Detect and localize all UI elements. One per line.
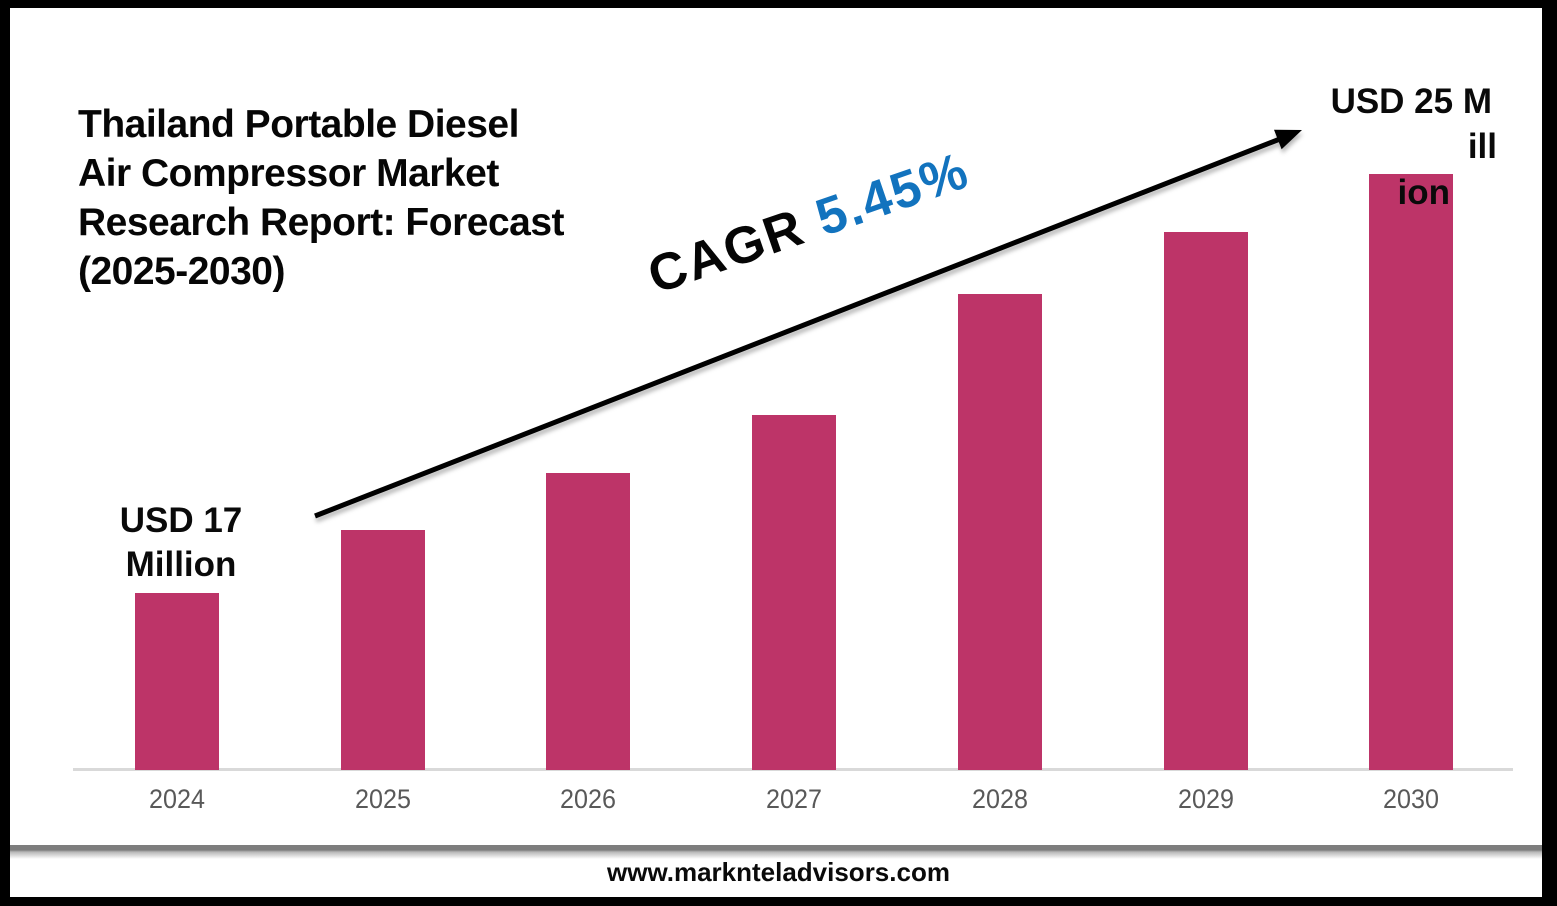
chart-title-line: Thailand Portable Diesel [78,103,519,146]
bar-2030 [1369,174,1453,770]
chart-title: Thailand Portable Diesel Air Compressor … [78,100,678,296]
value-label-2030-line: ill [1467,127,1497,166]
bar-2027 [752,415,836,770]
bar-2026 [546,473,630,770]
trend-arrow-shaft [314,136,1281,519]
footer-url[interactable]: www.marknteladvisors.com [607,857,950,887]
chart-title-line: (2025-2030) [78,250,285,293]
bar-2024 [135,593,219,770]
x-axis-label-2029: 2029 [1178,784,1234,814]
value-label-2030-line: ion [1397,173,1450,212]
x-axis-label-2027: 2027 [766,784,822,814]
x-axis-label-2030: 2030 [1383,784,1439,814]
value-label-2024: USD 17 Million [76,499,286,587]
bar-2028 [958,294,1042,770]
value-label-2030-line: USD 25 M [1330,82,1492,121]
x-axis-label-2028: 2028 [972,784,1028,814]
value-label-2024-line: Million [125,545,237,584]
trend-arrow-head-icon [1274,129,1302,150]
chart-title-line: Research Report: Forecast [78,201,565,244]
value-label-2024-line: USD 17 [119,501,243,540]
bar-2025 [341,530,425,770]
x-axis-label-2025: 2025 [355,784,411,814]
chart-title-line: Air Compressor Market [78,152,499,195]
x-axis-label-2026: 2026 [560,784,616,814]
footer-divider [10,845,1542,859]
x-axis-label-2024: 2024 [149,784,205,814]
bar-2029 [1164,232,1248,770]
